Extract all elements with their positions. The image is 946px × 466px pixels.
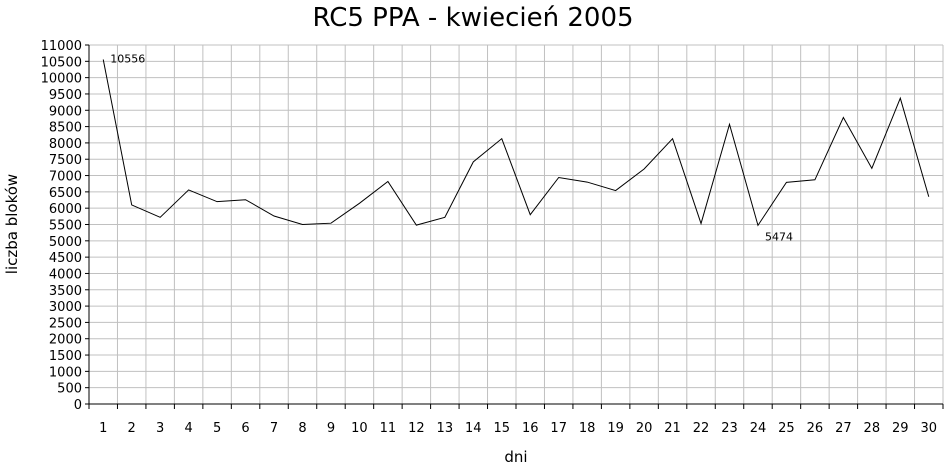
- x-tick-label: 8: [298, 421, 306, 436]
- x-tick-label: 13: [437, 421, 454, 436]
- y-tick-label: 7500: [49, 153, 82, 168]
- x-tick-label: 4: [184, 421, 192, 436]
- y-tick-label: 10500: [41, 55, 82, 70]
- y-tick-label: 2000: [49, 333, 82, 348]
- x-tick-label: 11: [380, 421, 397, 436]
- x-tick-label: 25: [778, 421, 795, 436]
- y-tick-label: 6000: [49, 202, 82, 217]
- series-line: [102, 59, 930, 227]
- x-tick-label: 24: [750, 421, 767, 436]
- y-tick-label: 1500: [49, 349, 82, 364]
- x-tick-label: 23: [721, 421, 738, 436]
- x-tick-label: 28: [864, 421, 881, 436]
- y-tick-label: 7000: [49, 170, 82, 185]
- x-tick-label: 30: [920, 421, 937, 436]
- x-tick-label: 29: [892, 421, 909, 436]
- y-tick-label: 1000: [49, 365, 82, 380]
- y-axis-title: liczba bloków: [3, 174, 21, 274]
- x-tick-label: 1: [99, 421, 107, 436]
- y-tick-label: 4500: [49, 251, 82, 266]
- y-tick-label: 11000: [41, 39, 82, 54]
- x-tick-label: 12: [408, 421, 425, 436]
- x-tick-label: 2: [128, 421, 136, 436]
- x-tick-label: 20: [636, 421, 653, 436]
- data-annotations: 10556 5474: [110, 52, 793, 243]
- y-tick-label: 10000: [41, 72, 82, 87]
- x-tick-label: 14: [465, 421, 482, 436]
- x-tick-label: 22: [693, 421, 710, 436]
- x-tick-labels: 1 2 3 4 5 6 7 8 9 10 11 12 13 14 15 16 17 18 19 20 21 22 23 24 2…: [99, 421, 937, 436]
- axes: [85, 44, 944, 409]
- y-tick-label: 0: [74, 398, 82, 413]
- y-tick-label: 8000: [49, 137, 82, 152]
- data-label: 10556: [110, 52, 145, 65]
- y-tick-label: 9000: [49, 104, 82, 119]
- x-tick-label: 21: [664, 421, 681, 436]
- x-tick-label: 9: [327, 421, 335, 436]
- x-tick-label: 10: [351, 421, 368, 436]
- x-tick-label: 26: [807, 421, 824, 436]
- x-axis-title: dni: [504, 448, 527, 466]
- grid: [89, 44, 944, 404]
- x-tick-label: 27: [835, 421, 852, 436]
- x-tick-label: 5: [213, 421, 221, 436]
- y-tick-label: 4000: [49, 267, 82, 282]
- x-tick-label: 18: [579, 421, 596, 436]
- data-label: 5474: [765, 230, 793, 243]
- y-tick-label: 5000: [49, 235, 82, 250]
- x-tick-label: 7: [270, 421, 278, 436]
- x-tick-label: 15: [493, 421, 510, 436]
- x-tick-label: 3: [156, 421, 164, 436]
- x-tick-label: 16: [522, 421, 539, 436]
- x-tick-label: 6: [241, 421, 249, 436]
- x-tick-label: 17: [550, 421, 567, 436]
- y-tick-label: 5500: [49, 219, 82, 234]
- y-tick-label: 3000: [49, 300, 82, 315]
- y-tick-label: 6500: [49, 186, 82, 201]
- chart-title: RC5 PPA - kwiecień 2005: [312, 3, 633, 33]
- y-tick-label: 9500: [49, 88, 82, 103]
- y-tick-label: 2500: [49, 316, 82, 331]
- y-tick-label: 3500: [49, 284, 82, 299]
- x-tick-label: 19: [607, 421, 624, 436]
- y-tick-label: 500: [57, 382, 82, 397]
- y-tick-label: 8500: [49, 121, 82, 136]
